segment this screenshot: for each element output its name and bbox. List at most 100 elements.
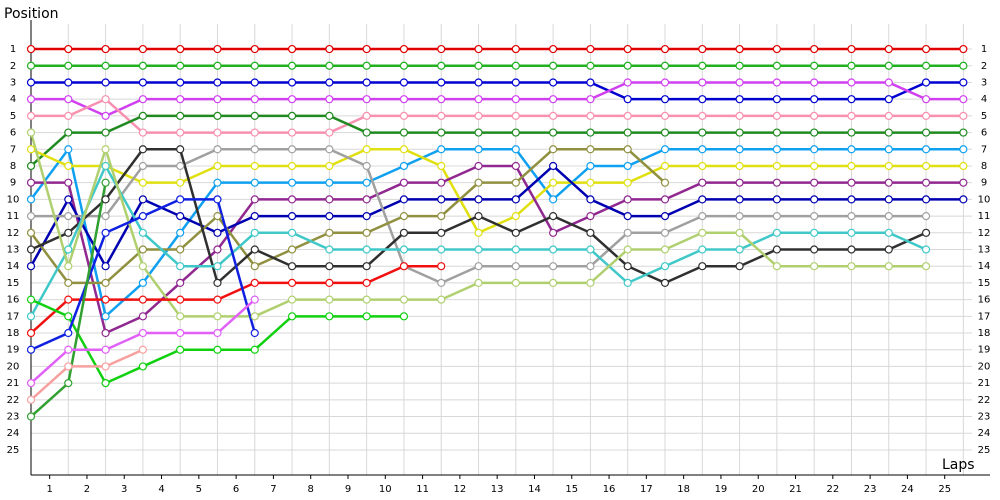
point (138, 145, 147, 154)
point (64, 145, 73, 154)
point (660, 262, 670, 271)
point (138, 245, 147, 254)
point (847, 211, 856, 221)
point (921, 61, 931, 70)
y-tick-label: 19 (7, 345, 20, 356)
y-tick-label: 23 (7, 412, 20, 423)
point (138, 262, 147, 271)
y-tick-label-right: 25 (978, 445, 991, 456)
point (250, 78, 259, 87)
point (586, 44, 595, 54)
series-line (29, 164, 964, 269)
point (101, 211, 110, 221)
point (735, 178, 744, 187)
point (847, 78, 856, 87)
point (213, 178, 222, 187)
point (399, 44, 409, 54)
point (921, 245, 931, 254)
point (362, 278, 371, 288)
y-tick-label: 2 (10, 61, 16, 72)
point (26, 328, 36, 338)
point (921, 95, 931, 104)
point (213, 295, 222, 304)
point (847, 61, 856, 70)
point (549, 278, 558, 288)
point (26, 61, 36, 70)
point (325, 211, 334, 221)
point (623, 262, 632, 271)
point (698, 78, 707, 87)
point (101, 44, 110, 54)
point (138, 161, 147, 171)
point (586, 228, 595, 237)
point (250, 345, 259, 354)
point (287, 262, 297, 271)
y-tick-label: 4 (10, 94, 16, 105)
point (213, 128, 222, 137)
point (772, 178, 781, 187)
point (287, 95, 297, 104)
point (250, 295, 259, 304)
point (26, 195, 36, 204)
point (64, 379, 73, 388)
point (325, 145, 334, 154)
point (325, 312, 334, 321)
point (437, 128, 446, 137)
x-axis-label: Laps (942, 457, 975, 473)
point (921, 262, 931, 271)
point (810, 211, 819, 221)
point (176, 78, 185, 87)
point (176, 295, 185, 304)
point (287, 178, 297, 187)
x-tick-label: 19 (715, 484, 728, 495)
point (101, 78, 110, 87)
point (511, 78, 520, 87)
point (474, 128, 483, 137)
point (884, 61, 893, 70)
point (325, 245, 334, 254)
point (138, 278, 147, 288)
point (884, 262, 893, 271)
point (176, 262, 185, 271)
point (810, 128, 819, 137)
point (884, 195, 893, 204)
point (399, 312, 409, 321)
point (26, 262, 36, 271)
point (362, 128, 371, 137)
point (362, 245, 371, 254)
point (26, 145, 36, 154)
point (884, 228, 893, 237)
point (287, 78, 297, 87)
x-tick-label: 25 (938, 484, 951, 495)
x-tick-label: 3 (121, 484, 127, 495)
x-tick-label: 8 (308, 484, 314, 495)
series-line (31, 164, 964, 335)
y-tick-label-right: 21 (978, 378, 991, 389)
point (250, 245, 259, 254)
point (623, 245, 632, 254)
point (138, 362, 147, 371)
point (399, 245, 409, 254)
point (549, 128, 558, 137)
point (138, 211, 147, 221)
point (511, 145, 520, 154)
point (586, 95, 595, 104)
point (474, 61, 483, 70)
point (959, 95, 968, 104)
point (511, 161, 520, 171)
point (437, 295, 446, 304)
point (101, 145, 110, 154)
point (735, 44, 744, 54)
point (287, 211, 297, 221)
point (698, 211, 707, 221)
point (511, 245, 520, 254)
point (660, 111, 670, 120)
y-tick-label: 11 (7, 211, 20, 222)
point (437, 245, 446, 254)
point (549, 262, 558, 271)
point (623, 78, 632, 87)
point (250, 262, 259, 271)
point (437, 44, 446, 54)
point (250, 278, 259, 288)
point (325, 78, 334, 87)
